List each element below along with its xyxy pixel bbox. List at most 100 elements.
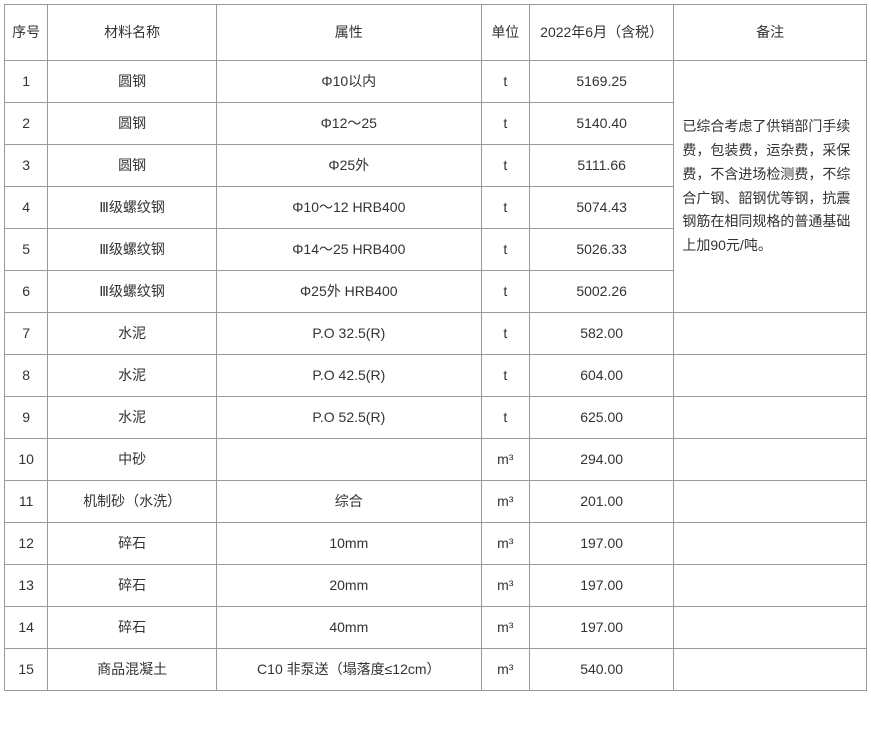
cell-attr: 综合 xyxy=(216,481,481,523)
cell-name: 圆钢 xyxy=(48,145,217,187)
cell-remark-empty xyxy=(674,481,867,523)
cell-seq: 5 xyxy=(5,229,48,271)
cell-name: 碎石 xyxy=(48,607,217,649)
cell-remark-empty xyxy=(674,565,867,607)
table-row: 11 机制砂（水洗） 综合 m³ 201.00 xyxy=(5,481,867,523)
cell-attr: Φ14～25 HRB400 xyxy=(216,229,481,271)
table-body: 1 圆钢 Φ10以内 t 5169.25 已综合考虑了供销部门手续费，包装费，运… xyxy=(5,61,867,691)
cell-seq: 14 xyxy=(5,607,48,649)
cell-unit: t xyxy=(481,187,529,229)
cell-seq: 13 xyxy=(5,565,48,607)
cell-price: 604.00 xyxy=(529,355,673,397)
cell-unit: m³ xyxy=(481,565,529,607)
cell-attr: Φ25外 HRB400 xyxy=(216,271,481,313)
cell-price: 197.00 xyxy=(529,565,673,607)
cell-price: 5140.40 xyxy=(529,103,673,145)
cell-attr: P.O 52.5(R) xyxy=(216,397,481,439)
cell-remark-empty xyxy=(674,649,867,691)
cell-price: 294.00 xyxy=(529,439,673,481)
cell-attr: P.O 42.5(R) xyxy=(216,355,481,397)
cell-unit: t xyxy=(481,397,529,439)
cell-attr: 10mm xyxy=(216,523,481,565)
cell-unit: m³ xyxy=(481,649,529,691)
cell-price: 540.00 xyxy=(529,649,673,691)
cell-remark-empty xyxy=(674,313,867,355)
cell-attr: 40mm xyxy=(216,607,481,649)
cell-price: 5169.25 xyxy=(529,61,673,103)
cell-attr: 20mm xyxy=(216,565,481,607)
cell-price: 5111.66 xyxy=(529,145,673,187)
cell-name: 圆钢 xyxy=(48,103,217,145)
cell-remark-empty xyxy=(674,439,867,481)
cell-attr: Φ10以内 xyxy=(216,61,481,103)
cell-attr: P.O 32.5(R) xyxy=(216,313,481,355)
col-header-price: 2022年6月（含税） xyxy=(529,5,673,61)
cell-name: 水泥 xyxy=(48,397,217,439)
cell-seq: 2 xyxy=(5,103,48,145)
cell-unit: t xyxy=(481,103,529,145)
table-row: 7 水泥 P.O 32.5(R) t 582.00 xyxy=(5,313,867,355)
cell-unit: t xyxy=(481,313,529,355)
cell-unit: t xyxy=(481,145,529,187)
cell-attr: C10 非泵送（塌落度≤12cm） xyxy=(216,649,481,691)
cell-remark: 已综合考虑了供销部门手续费，包装费，运杂费，采保费，不含进场检测费，不综合广钢、… xyxy=(674,61,867,313)
table-row: 15 商品混凝土 C10 非泵送（塌落度≤12cm） m³ 540.00 xyxy=(5,649,867,691)
cell-name: 机制砂（水洗） xyxy=(48,481,217,523)
cell-seq: 10 xyxy=(5,439,48,481)
cell-name: 碎石 xyxy=(48,523,217,565)
cell-remark-empty xyxy=(674,607,867,649)
cell-price: 582.00 xyxy=(529,313,673,355)
cell-price: 5026.33 xyxy=(529,229,673,271)
cell-name: Ⅲ级螺纹钢 xyxy=(48,229,217,271)
cell-name: 圆钢 xyxy=(48,61,217,103)
col-header-remark: 备注 xyxy=(674,5,867,61)
table-row: 12 碎石 10mm m³ 197.00 xyxy=(5,523,867,565)
cell-remark-empty xyxy=(674,355,867,397)
cell-seq: 7 xyxy=(5,313,48,355)
table-row: 1 圆钢 Φ10以内 t 5169.25 已综合考虑了供销部门手续费，包装费，运… xyxy=(5,61,867,103)
cell-name: 水泥 xyxy=(48,355,217,397)
col-header-attr: 属性 xyxy=(216,5,481,61)
cell-seq: 15 xyxy=(5,649,48,691)
table-row: 13 碎石 20mm m³ 197.00 xyxy=(5,565,867,607)
col-header-name: 材料名称 xyxy=(48,5,217,61)
cell-remark-empty xyxy=(674,397,867,439)
cell-unit: m³ xyxy=(481,607,529,649)
cell-price: 201.00 xyxy=(529,481,673,523)
table-row: 9 水泥 P.O 52.5(R) t 625.00 xyxy=(5,397,867,439)
cell-price: 197.00 xyxy=(529,607,673,649)
cell-attr: Φ25外 xyxy=(216,145,481,187)
cell-name: Ⅲ级螺纹钢 xyxy=(48,271,217,313)
cell-price: 5002.26 xyxy=(529,271,673,313)
cell-unit: t xyxy=(481,355,529,397)
cell-name: 碎石 xyxy=(48,565,217,607)
cell-unit: m³ xyxy=(481,481,529,523)
cell-seq: 1 xyxy=(5,61,48,103)
cell-unit: t xyxy=(481,229,529,271)
col-header-unit: 单位 xyxy=(481,5,529,61)
cell-name: 中砂 xyxy=(48,439,217,481)
cell-unit: t xyxy=(481,271,529,313)
col-header-seq: 序号 xyxy=(5,5,48,61)
cell-attr: Φ10～12 HRB400 xyxy=(216,187,481,229)
cell-seq: 6 xyxy=(5,271,48,313)
cell-attr xyxy=(216,439,481,481)
cell-remark-empty xyxy=(674,523,867,565)
cell-unit: m³ xyxy=(481,523,529,565)
cell-unit: m³ xyxy=(481,439,529,481)
cell-seq: 11 xyxy=(5,481,48,523)
cell-seq: 3 xyxy=(5,145,48,187)
cell-name: 商品混凝土 xyxy=(48,649,217,691)
cell-name: Ⅲ级螺纹钢 xyxy=(48,187,217,229)
table-row: 14 碎石 40mm m³ 197.00 xyxy=(5,607,867,649)
cell-seq: 9 xyxy=(5,397,48,439)
table-row: 10 中砂 m³ 294.00 xyxy=(5,439,867,481)
cell-unit: t xyxy=(481,61,529,103)
table-header-row: 序号 材料名称 属性 单位 2022年6月（含税） 备注 xyxy=(5,5,867,61)
cell-seq: 8 xyxy=(5,355,48,397)
materials-price-table: 序号 材料名称 属性 单位 2022年6月（含税） 备注 1 圆钢 Φ10以内 … xyxy=(4,4,867,691)
cell-seq: 12 xyxy=(5,523,48,565)
cell-attr: Φ12～25 xyxy=(216,103,481,145)
cell-price: 625.00 xyxy=(529,397,673,439)
cell-price: 5074.43 xyxy=(529,187,673,229)
